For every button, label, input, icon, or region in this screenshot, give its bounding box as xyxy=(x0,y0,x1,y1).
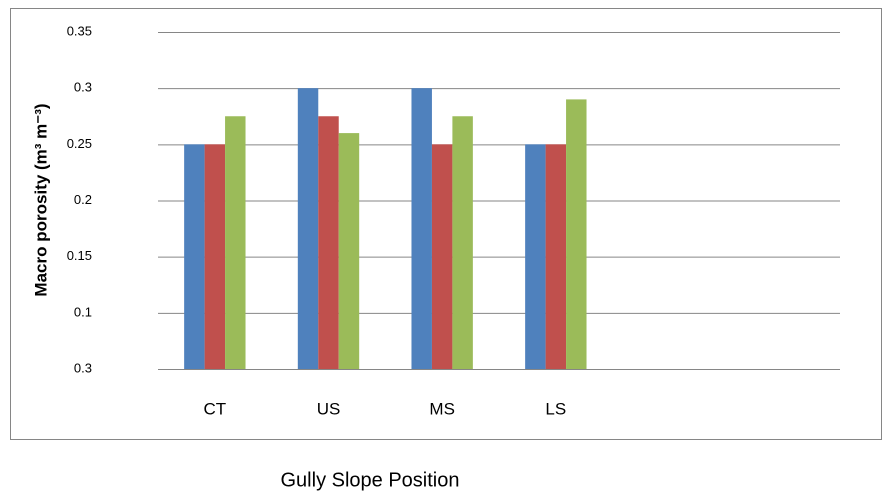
bar xyxy=(431,144,453,369)
bar xyxy=(297,88,319,370)
x-tick-label: MS xyxy=(429,399,455,418)
bar xyxy=(338,133,360,369)
x-tick-label: LS xyxy=(545,399,566,418)
y-tick-label: 0.3 xyxy=(74,80,92,95)
x-tick-label: US xyxy=(317,399,341,418)
bar xyxy=(225,116,246,369)
bar xyxy=(184,144,205,369)
x-axis-title: Gully Slope Position xyxy=(281,469,460,491)
y-tick-label: 0.3 xyxy=(74,360,92,375)
bar xyxy=(566,99,587,370)
bar xyxy=(204,144,226,369)
y-tick-label: 0.2 xyxy=(74,192,92,207)
y-tick-label: 0.35 xyxy=(67,23,92,38)
bar xyxy=(318,116,339,369)
y-tick-label: 0.25 xyxy=(67,136,92,151)
y-tick-label: 0.1 xyxy=(74,304,92,319)
bar xyxy=(545,144,567,369)
bar xyxy=(411,88,432,370)
y-tick-label: 0.15 xyxy=(67,248,92,263)
bar xyxy=(452,116,473,369)
y-axis-title: Macro porosity (m³ m⁻³) xyxy=(31,103,50,296)
bar xyxy=(525,144,546,369)
x-tick-label: CT xyxy=(203,399,226,418)
